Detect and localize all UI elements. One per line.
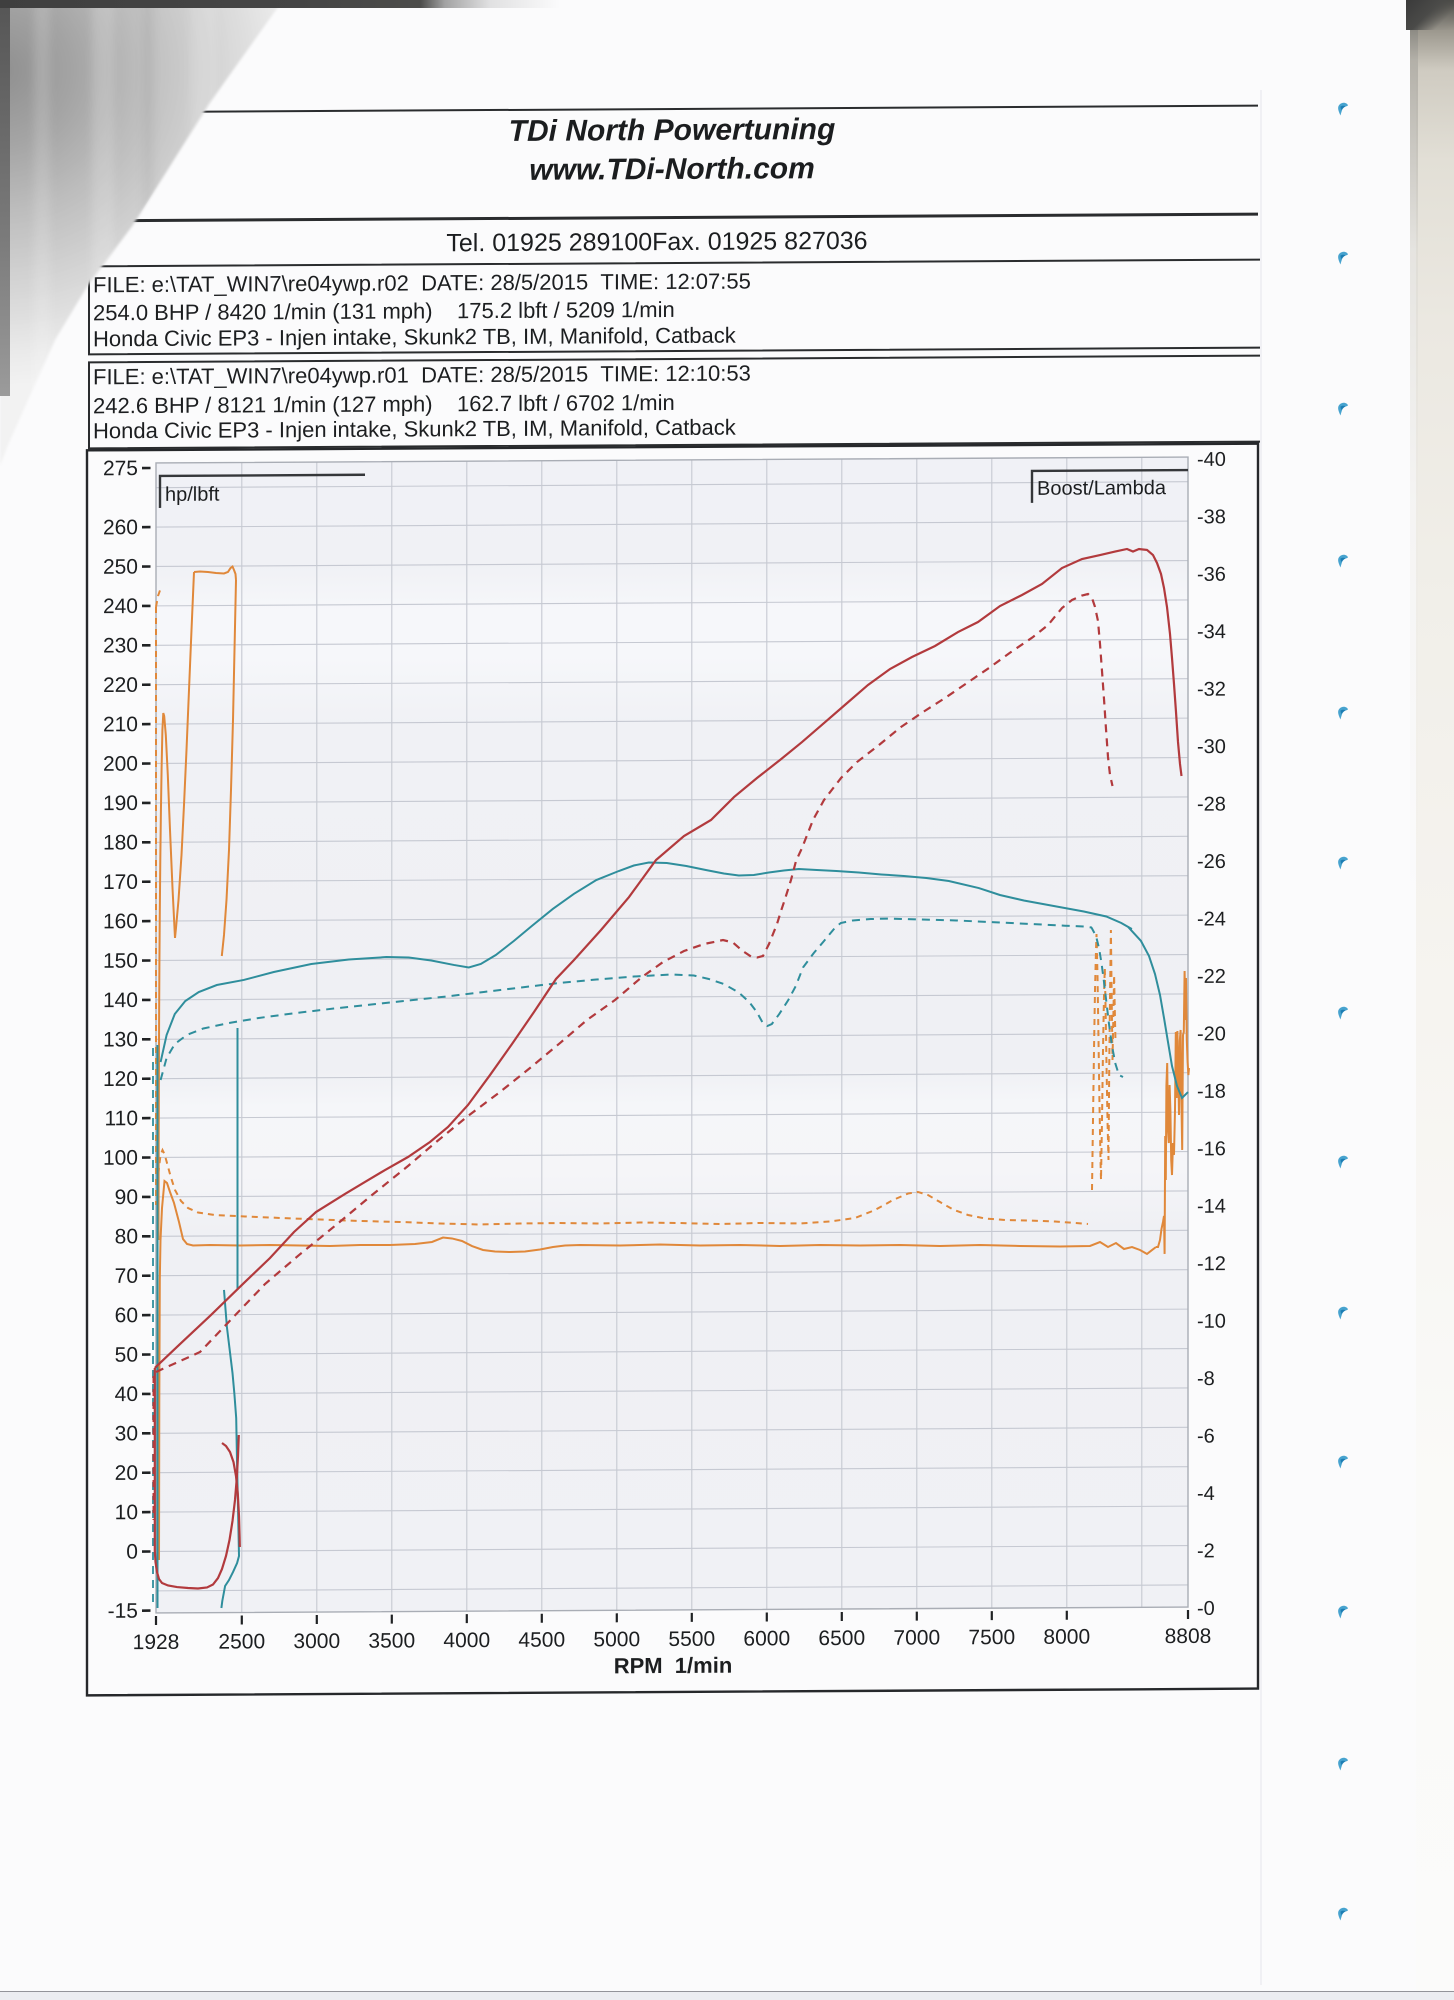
svg-text:240: 240 [103, 595, 138, 618]
svg-text:20: 20 [115, 1462, 138, 1485]
svg-text:-22: -22 [1197, 966, 1226, 988]
svg-text:180: 180 [103, 831, 138, 854]
svg-text:-34: -34 [1197, 621, 1226, 643]
svg-text:140: 140 [103, 989, 138, 1012]
svg-text:150: 150 [103, 950, 138, 973]
svg-text:4500: 4500 [518, 1629, 565, 1652]
svg-text:200: 200 [103, 753, 138, 776]
svg-text:0: 0 [126, 1541, 138, 1564]
svg-text:-40: -40 [1197, 449, 1226, 471]
svg-text:60: 60 [115, 1304, 138, 1327]
svg-text:100: 100 [103, 1147, 138, 1170]
svg-text:220: 220 [103, 674, 138, 697]
svg-text:-30: -30 [1197, 736, 1226, 758]
svg-text:-28: -28 [1197, 794, 1226, 816]
svg-text:70: 70 [115, 1265, 138, 1288]
svg-text:RPM 1/min: RPM 1/min [614, 1653, 733, 1679]
svg-text:210: 210 [103, 713, 138, 736]
svg-text:-15: -15 [108, 1600, 138, 1623]
svg-text:160: 160 [103, 910, 138, 933]
svg-text:5500: 5500 [668, 1628, 715, 1651]
svg-text:7000: 7000 [893, 1626, 940, 1649]
svg-text:-2: -2 [1197, 1540, 1215, 1562]
svg-text:250: 250 [103, 556, 138, 579]
svg-text:30: 30 [115, 1422, 138, 1445]
svg-text:-12: -12 [1197, 1253, 1226, 1275]
svg-text:-38: -38 [1197, 506, 1226, 528]
svg-text:-16: -16 [1197, 1138, 1226, 1160]
svg-text:80: 80 [115, 1225, 138, 1248]
svg-text:8808: 8808 [1165, 1625, 1212, 1648]
svg-text:260: 260 [103, 516, 138, 539]
svg-text:50: 50 [115, 1344, 138, 1367]
svg-text:4000: 4000 [443, 1629, 490, 1652]
svg-text:10: 10 [115, 1501, 138, 1524]
svg-text:2500: 2500 [218, 1630, 265, 1653]
svg-text:120: 120 [103, 1068, 138, 1091]
svg-text:1928: 1928 [133, 1631, 180, 1654]
svg-text:-14: -14 [1197, 1196, 1226, 1218]
svg-text:Boost/Lambda: Boost/Lambda [1037, 477, 1167, 500]
svg-text:-6: -6 [1197, 1426, 1215, 1448]
svg-text:hp/lbft: hp/lbft [165, 484, 220, 506]
svg-text:-26: -26 [1197, 851, 1226, 873]
svg-text:90: 90 [115, 1186, 138, 1209]
svg-text:170: 170 [103, 871, 138, 894]
svg-text:6000: 6000 [743, 1627, 790, 1650]
svg-text:6500: 6500 [818, 1627, 865, 1650]
svg-text:7500: 7500 [968, 1626, 1015, 1649]
svg-text:-0: -0 [1197, 1598, 1215, 1620]
svg-text:-10: -10 [1197, 1311, 1226, 1333]
svg-text:-18: -18 [1197, 1081, 1226, 1103]
svg-text:8000: 8000 [1043, 1626, 1090, 1649]
svg-text:-36: -36 [1197, 564, 1226, 586]
svg-text:-8: -8 [1197, 1368, 1215, 1390]
svg-text:130: 130 [103, 1028, 138, 1051]
svg-text:3000: 3000 [293, 1630, 340, 1653]
svg-text:-4: -4 [1197, 1483, 1215, 1505]
svg-text:230: 230 [103, 634, 138, 657]
svg-text:-20: -20 [1197, 1023, 1226, 1045]
svg-text:40: 40 [115, 1383, 138, 1406]
svg-text:-32: -32 [1197, 679, 1226, 701]
svg-text:3500: 3500 [368, 1629, 415, 1652]
svg-text:190: 190 [103, 792, 138, 815]
svg-text:5000: 5000 [593, 1628, 640, 1651]
svg-text:-24: -24 [1197, 908, 1226, 930]
svg-text:275: 275 [103, 457, 138, 480]
svg-text:110: 110 [105, 1107, 138, 1130]
